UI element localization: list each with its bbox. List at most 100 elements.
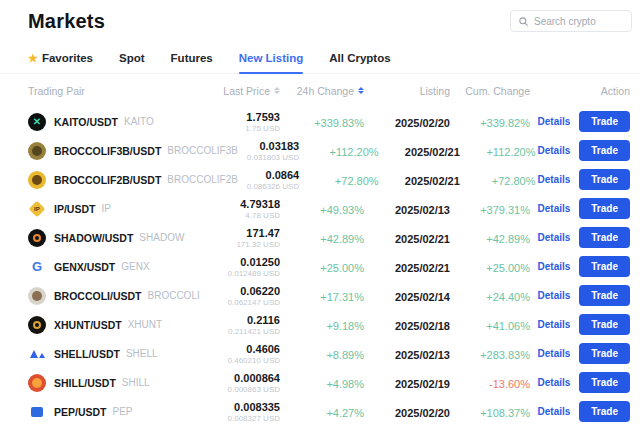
trade-button[interactable]: Trade (579, 401, 630, 422)
table-row[interactable]: G GENX/USDT GENX 0.01250 0.012489 USD +2… (28, 252, 630, 281)
pair-name: BROCCOLIF3B/USDT (54, 145, 161, 157)
tab-bar: ★Favorites Spot Futures New Listing All Cryp… (0, 48, 640, 74)
table-row[interactable]: XHUNT/USDT XHUNT 0.2116 0.211421 USD +9.… (28, 310, 630, 339)
last-price-usd: 1.75 USD (203, 124, 280, 133)
change-24h: +339.83% (314, 117, 364, 129)
column-header-listing: Listing (364, 85, 450, 97)
details-link[interactable]: Details (538, 319, 571, 330)
tab-label: New Listing (239, 52, 304, 64)
search-input[interactable] (534, 16, 624, 27)
details-link[interactable]: Details (538, 290, 571, 301)
last-price: 0.4606 (203, 343, 280, 355)
trade-button[interactable]: Trade (579, 256, 630, 277)
pep-coin-icon (28, 403, 46, 421)
kaito-coin-icon: ✕ (28, 113, 46, 131)
column-header-last-price[interactable]: Last Price (203, 85, 280, 97)
last-price: 4.79318 (203, 198, 280, 210)
change-24h: +4.98% (326, 378, 364, 390)
cum-change: +41.06% (486, 320, 530, 332)
column-label: Listing (420, 85, 450, 97)
change-24h: +42.89% (320, 233, 364, 245)
change-24h: +4.27% (326, 407, 364, 419)
table-header: Trading Pair Last Price24h Change Listing C… (28, 74, 630, 107)
tab-futures[interactable]: Futures (171, 48, 213, 73)
cum-change: +283.83% (480, 349, 530, 361)
pair-name: XHUNT/USDT (54, 319, 122, 331)
tab-spot[interactable]: Spot (119, 48, 145, 73)
listing-date: 2025/02/14 (395, 291, 450, 303)
column-header-24h-change[interactable]: 24h Change (280, 85, 364, 97)
table-row[interactable]: BROCCOLIF3B/USDT BROCCOLIF3B 0.03183 0.0… (28, 136, 630, 165)
trade-button[interactable]: Trade (579, 111, 630, 132)
table-row[interactable]: BROCCOLIF2B/USDT BROCCOLIF2B 0.0864 0.08… (28, 165, 630, 194)
pair-name: GENX/USDT (54, 261, 115, 273)
details-link[interactable]: Details (538, 348, 571, 359)
tab-label: Spot (119, 52, 145, 64)
listing-date: 2025/02/20 (395, 407, 450, 419)
shell-coin-icon (28, 345, 46, 363)
last-price-usd: 0.031803 USD (226, 153, 299, 162)
table-row[interactable]: PEP/USDT PEP 0.008335 0.008327 USD +4.27… (28, 397, 630, 426)
last-price-usd: 0.211421 USD (203, 327, 280, 336)
table-row[interactable]: SHELL/USDT SHELL 0.4606 0.460210 USD +8.… (28, 339, 630, 368)
pair-ticker: SHILL (122, 377, 150, 388)
star-icon: ★ (28, 53, 38, 64)
cum-change: +339.82% (480, 117, 530, 129)
details-link[interactable]: Details (538, 174, 571, 185)
details-link[interactable]: Details (538, 203, 571, 214)
trade-button[interactable]: Trade (579, 140, 630, 161)
last-price-usd: 0.000863 USD (203, 385, 280, 394)
pair-ticker: GENX (121, 261, 149, 272)
pair-name: BROCCOLI/USDT (54, 290, 142, 302)
shill-coin-icon (28, 374, 46, 392)
last-price-usd: 0.460210 USD (203, 356, 280, 365)
details-link[interactable]: Details (538, 232, 571, 243)
trade-button[interactable]: Trade (579, 314, 630, 335)
trade-button[interactable]: Trade (579, 198, 630, 219)
table-row[interactable]: BROCCOLI/USDT BROCCOLI 0.06220 0.062147 … (28, 281, 630, 310)
last-price-usd: 4.78 USD (203, 211, 280, 220)
last-price: 0.008335 (203, 401, 280, 413)
tab-new-listing[interactable]: New Listing (239, 48, 304, 73)
cum-change: +25.00% (486, 262, 530, 274)
column-label: Cum. Change (465, 85, 530, 97)
table-row[interactable]: SHADOW/USDT SHADOW 171.47 171.32 USD +42… (28, 223, 630, 252)
table-row[interactable]: IP IP/USDT IP 4.79318 4.78 USD +49.93% 2… (28, 194, 630, 223)
broccoli-coin-icon (28, 287, 46, 305)
table-row[interactable]: SHILL/USDT SHILL 0.000864 0.000863 USD +… (28, 368, 630, 397)
cum-change: +72.80% (492, 175, 536, 187)
pair-name: SHELL/USDT (54, 348, 120, 360)
details-link[interactable]: Details (538, 145, 571, 156)
search-box[interactable] (510, 10, 632, 32)
details-link[interactable]: Details (538, 406, 571, 417)
pair-ticker: BROCCOLI (148, 290, 200, 301)
details-link[interactable]: Details (538, 261, 571, 272)
last-price: 0.01250 (203, 256, 280, 268)
change-24h: +49.93% (320, 204, 364, 216)
column-label: Trading Pair (28, 85, 85, 97)
details-link[interactable]: Details (538, 377, 571, 388)
tab-all-cryptos[interactable]: All Cryptos (329, 48, 390, 73)
details-link[interactable]: Details (538, 116, 571, 127)
shadow-coin-icon (28, 229, 46, 247)
cum-change: +108.37% (480, 407, 530, 419)
tab-label: Futures (171, 52, 213, 64)
pair-name: PEP/USDT (54, 406, 107, 418)
pair-ticker: IP (101, 203, 110, 214)
cum-change: +24.40% (486, 291, 530, 303)
change-24h: +17.31% (320, 291, 364, 303)
change-24h: +112.20% (330, 146, 379, 158)
tab-favorites[interactable]: ★Favorites (28, 48, 93, 73)
pair-ticker: PEP (113, 406, 133, 417)
trade-button[interactable]: Trade (579, 285, 630, 306)
genx-coin-icon: G (28, 258, 46, 276)
trade-button[interactable]: Trade (579, 169, 630, 190)
last-price: 0.03183 (226, 140, 299, 152)
broccolif3b-coin-icon (28, 142, 46, 160)
table-row[interactable]: ✕ KAITO/USDT KAITO 1.7593 1.75 USD +339.… (28, 107, 630, 136)
listing-date: 2025/02/20 (395, 117, 450, 129)
trade-button[interactable]: Trade (579, 372, 630, 393)
trade-button[interactable]: Trade (579, 343, 630, 364)
trade-button[interactable]: Trade (579, 227, 630, 248)
pair-name: KAITO/USDT (54, 116, 118, 128)
